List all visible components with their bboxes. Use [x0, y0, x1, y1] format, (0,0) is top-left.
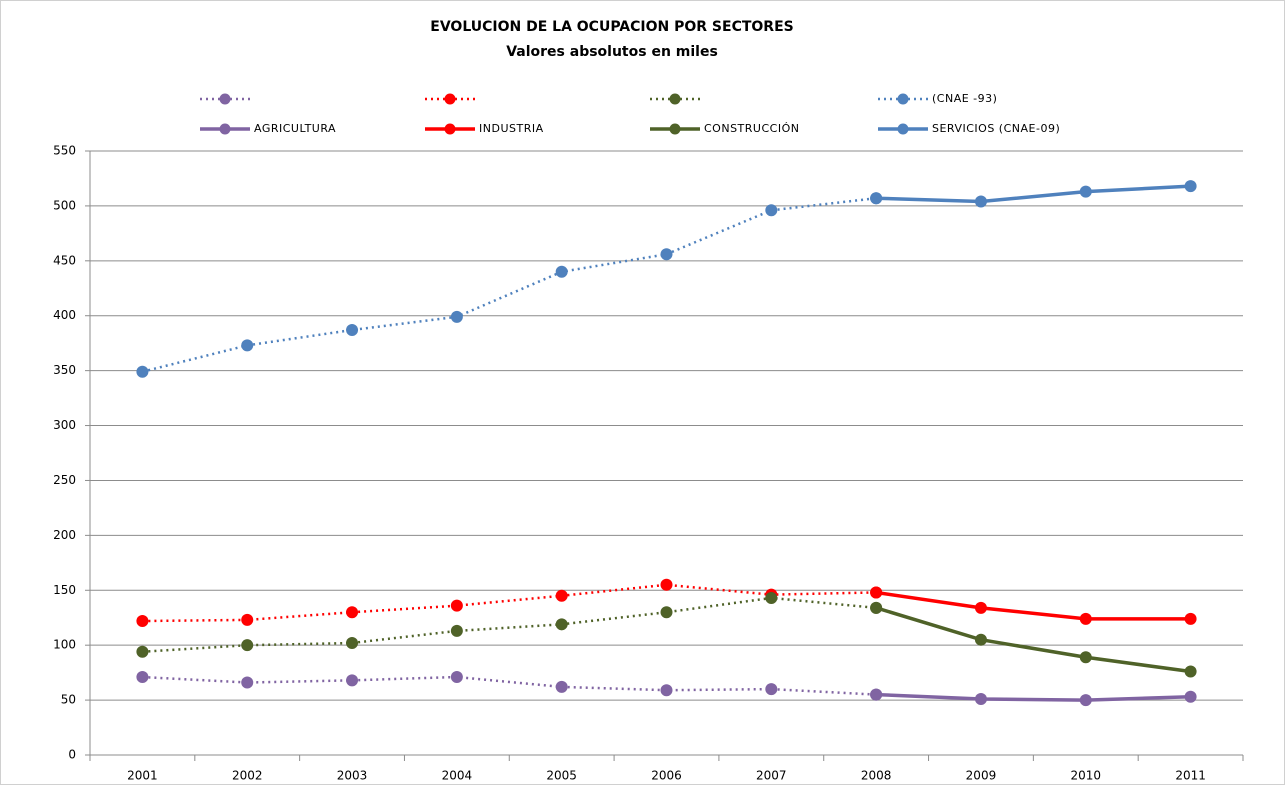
legend-marker — [444, 93, 456, 105]
data-point — [555, 618, 568, 631]
series-line — [875, 590, 1191, 621]
legend-marker — [897, 93, 909, 105]
data-point — [1079, 185, 1092, 198]
data-point — [555, 265, 568, 278]
data-point — [241, 639, 254, 652]
data-point — [450, 599, 463, 612]
data-point — [1079, 651, 1092, 664]
data-point — [1079, 694, 1092, 707]
data-point — [974, 633, 987, 646]
data-point — [1184, 612, 1197, 625]
data-point — [974, 601, 987, 614]
y-tick-label: 350 — [53, 363, 76, 377]
legend-marker — [219, 93, 231, 105]
series-line — [875, 606, 1191, 674]
data-point — [346, 636, 359, 649]
data-point — [346, 606, 359, 619]
legend-label: SERVICIOS (CNAE-09) — [932, 122, 1060, 135]
data-point — [660, 578, 673, 591]
data-point — [241, 339, 254, 352]
x-tick-label: 2001 — [127, 769, 158, 783]
data-point — [974, 692, 987, 705]
data-point — [765, 204, 778, 217]
data-point — [660, 684, 673, 697]
data-point — [870, 688, 883, 701]
y-tick-label: 500 — [53, 198, 76, 212]
data-point — [555, 589, 568, 602]
series-line — [876, 184, 1191, 204]
data-point — [1079, 612, 1092, 625]
legend-marker — [444, 123, 456, 135]
y-tick-label: 0 — [68, 748, 76, 762]
legend-label: INDUSTRIA — [479, 122, 544, 135]
x-tick-label: 2006 — [651, 769, 682, 783]
data-point — [450, 671, 463, 684]
series-line — [142, 596, 877, 654]
data-point — [765, 683, 778, 696]
y-tick-label: 200 — [53, 528, 76, 542]
data-point — [346, 324, 359, 337]
legend-label: (CNAE -93) — [932, 92, 997, 105]
x-tick-label: 2010 — [1070, 769, 1101, 783]
x-tick-label: 2004 — [442, 769, 473, 783]
legend-label: CONSTRUCCIÓN — [704, 122, 799, 135]
y-tick-label: 250 — [53, 473, 76, 487]
data-point — [555, 680, 568, 693]
x-tick-label: 2005 — [546, 769, 577, 783]
data-point — [450, 624, 463, 637]
data-point — [136, 365, 149, 378]
chart-subtitle: Valores absolutos en miles — [506, 44, 718, 60]
data-point — [346, 674, 359, 687]
data-point — [241, 613, 254, 626]
y-tick-label: 100 — [53, 638, 76, 652]
legend-marker — [669, 93, 681, 105]
y-tick-label: 450 — [53, 253, 76, 267]
chart-title: EVOLUCION DE LA OCUPACION POR SECTORES — [430, 19, 793, 35]
data-point — [974, 195, 987, 208]
legend-marker — [219, 123, 231, 135]
x-tick-label: 2003 — [337, 769, 368, 783]
data-point — [660, 248, 673, 261]
data-point — [765, 591, 778, 604]
data-point — [1184, 665, 1197, 678]
series-line — [142, 675, 877, 696]
data-point — [1184, 180, 1197, 193]
data-point — [660, 606, 673, 619]
data-point — [870, 586, 883, 599]
x-tick-label: 2008 — [861, 769, 892, 783]
data-point — [450, 310, 463, 323]
x-tick-label: 2011 — [1175, 769, 1206, 783]
legend-marker — [669, 123, 681, 135]
y-tick-label: 550 — [53, 144, 76, 158]
y-tick-label: 400 — [53, 308, 76, 322]
data-point — [1184, 690, 1197, 703]
data-point — [136, 615, 149, 628]
legend-marker — [897, 123, 909, 135]
x-tick-label: 2007 — [756, 769, 787, 783]
data-point — [136, 645, 149, 658]
legend-label: AGRICULTURA — [254, 122, 336, 135]
data-point — [870, 192, 883, 205]
x-tick-label: 2002 — [232, 769, 263, 783]
y-tick-label: 150 — [53, 583, 76, 597]
series-line — [876, 692, 1191, 702]
x-tick-label: 2009 — [966, 769, 997, 783]
data-point — [870, 601, 883, 614]
data-point — [136, 671, 149, 684]
data-point — [241, 676, 254, 689]
y-tick-label: 50 — [61, 693, 76, 707]
y-tick-label: 300 — [53, 418, 76, 432]
series-line — [142, 583, 877, 623]
